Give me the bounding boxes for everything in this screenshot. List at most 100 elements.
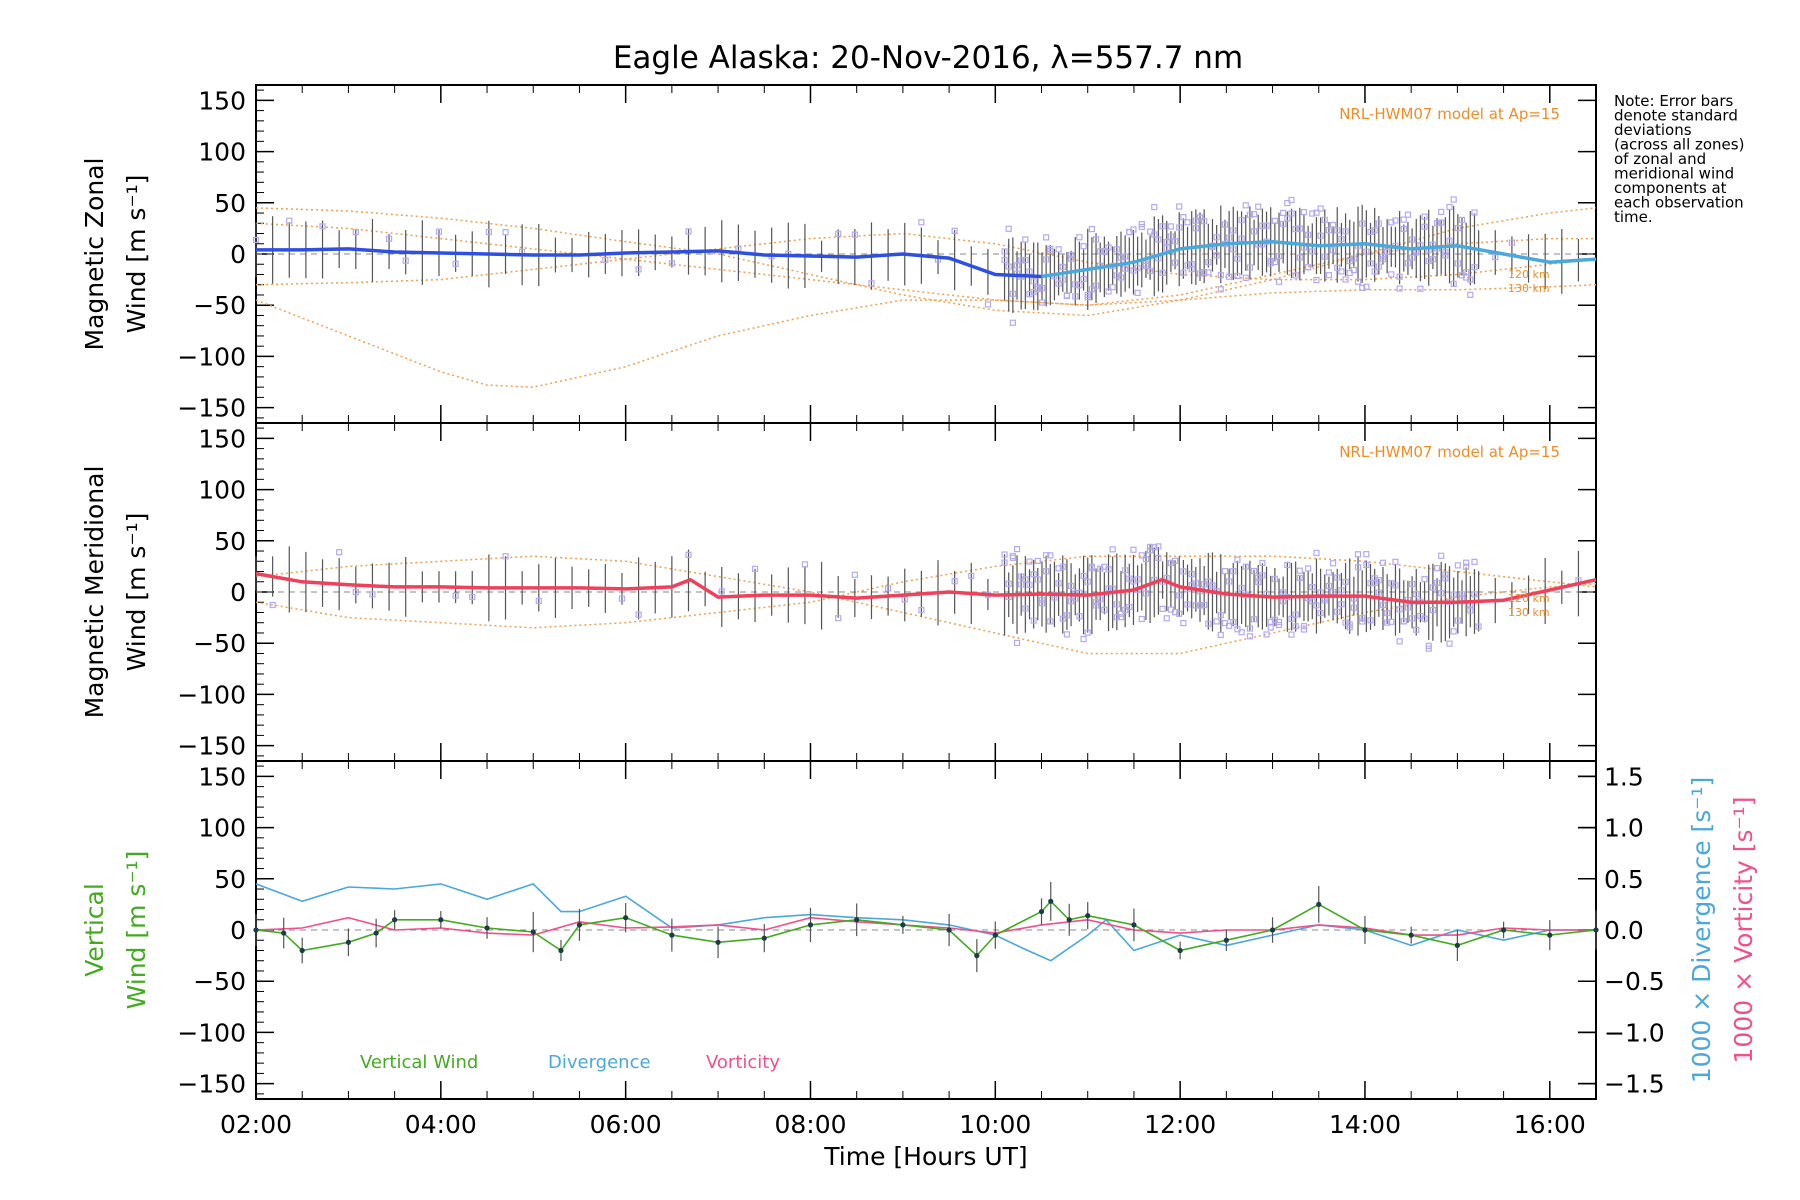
scatter-point	[1009, 319, 1016, 326]
scatter-point	[1022, 576, 1029, 583]
scatter-point	[1022, 236, 1029, 243]
scatter-point	[1221, 221, 1229, 228]
scatter-point	[1384, 609, 1391, 617]
scatter-point	[1267, 624, 1274, 631]
scatter-point	[1425, 642, 1432, 649]
vertical-wind-point	[900, 922, 906, 928]
scatter-point	[1205, 259, 1212, 266]
scatter-point	[1454, 617, 1461, 624]
y-tick-label: 150	[198, 424, 246, 453]
scatter-point	[1142, 555, 1150, 563]
scatter-point	[1404, 604, 1412, 611]
scatter-point	[1309, 598, 1316, 605]
scatter-point	[1171, 238, 1179, 245]
scatter-point	[1217, 272, 1224, 279]
x-tick-label: 10:00	[959, 1110, 1031, 1139]
scatter-point	[1238, 216, 1245, 224]
scatter-point	[1097, 248, 1104, 255]
note-line: denote standard	[1614, 107, 1738, 125]
y-tick-label: 100	[198, 476, 246, 505]
scatter-point	[1467, 291, 1474, 298]
scatter-point	[1142, 262, 1150, 269]
scatter-point	[1180, 214, 1187, 221]
scatter-point	[1001, 248, 1008, 255]
vertical-wind-point	[1269, 927, 1276, 933]
divergence-axis-label: 1000 × Divergence [s⁻¹]	[1687, 777, 1716, 1084]
y-tick-label: 150	[198, 86, 246, 115]
scatter-point	[1117, 614, 1125, 621]
scatter-point	[1080, 572, 1087, 579]
scatter-point	[1180, 568, 1187, 575]
scatter-point	[1350, 604, 1357, 611]
legend-vertical-wind: Vertical Wind	[360, 1052, 478, 1073]
scatter-point	[1080, 243, 1087, 250]
scatter-point	[1092, 236, 1100, 243]
scatter-point	[1296, 225, 1303, 232]
scatter-point	[1458, 216, 1466, 223]
right-y-tick-label: 1.0	[1604, 814, 1644, 843]
panel-meridional-ticks: 150 100 50 0 −50 −100 −150	[177, 423, 1597, 761]
scatter-point	[1433, 565, 1441, 572]
scatter-point	[1292, 623, 1299, 630]
scatter-point	[1213, 618, 1220, 625]
scatter-point	[1084, 291, 1091, 298]
scatter-point	[1334, 608, 1341, 615]
vertical-wind-point	[1454, 942, 1460, 948]
scatter-point	[1296, 254, 1303, 261]
scatter-point	[1043, 234, 1050, 241]
scatter-point	[1334, 574, 1341, 581]
scatter-point	[1088, 286, 1095, 293]
scatter-point	[1151, 544, 1158, 551]
panel-zonal: 150 100 50 0 −50 −100 −150 Magnetic Zonal Wind…	[80, 84, 1597, 424]
scatter-point	[1255, 203, 1262, 210]
scatter-point	[1388, 618, 1395, 625]
scatter-point	[1342, 578, 1349, 585]
scatter-point	[1151, 203, 1158, 211]
scatter-point	[319, 223, 326, 230]
scatter-point	[1446, 640, 1453, 647]
scatter-point	[535, 597, 542, 605]
scatter-point	[1329, 247, 1337, 254]
scatter-point	[1421, 575, 1428, 583]
y-tick-label: −100	[177, 1018, 246, 1047]
vertical-wind-point	[715, 939, 721, 945]
scatter-point	[1429, 256, 1436, 263]
x-tick-label: 02:00	[220, 1110, 292, 1139]
scatter-point	[1467, 276, 1474, 283]
scatter-point	[1375, 577, 1382, 584]
scatter-point	[1267, 260, 1274, 267]
scatter-point	[1400, 225, 1407, 233]
scatter-point	[1492, 254, 1499, 261]
y-tick-label: −150	[177, 732, 246, 761]
scatter-point	[1109, 546, 1116, 553]
scatter-point	[1113, 614, 1120, 621]
x-tick-label: 12:00	[1144, 1110, 1216, 1139]
scatter-point	[1226, 578, 1233, 585]
scatter-point	[1242, 563, 1249, 570]
scatter-point	[1367, 228, 1374, 235]
scatter-point	[1454, 224, 1461, 232]
scatter-point	[1284, 215, 1291, 222]
scatter-point	[1105, 585, 1112, 592]
scatter-point	[1313, 276, 1320, 284]
scatter-point	[1088, 225, 1095, 233]
vertical-wind-point	[299, 947, 305, 954]
scatter-point	[1296, 574, 1303, 582]
scatter-point	[1388, 271, 1395, 278]
meridional-wind-line	[255, 571, 1597, 604]
scatter-point	[1230, 568, 1237, 575]
scatter-point	[1363, 551, 1370, 558]
x-axis-label: Time [Hours UT]	[823, 1142, 1027, 1171]
scatter-point	[1375, 589, 1382, 596]
panel-zonal-ticks: 150 100 50 0 −50 −100 −150	[177, 85, 1597, 423]
scatter-point	[1171, 609, 1179, 616]
scatter-point	[1180, 619, 1187, 627]
scatter-point	[369, 591, 376, 598]
note-line: each observation	[1614, 194, 1744, 212]
scatter-point	[1163, 615, 1170, 622]
scatter-point	[1325, 272, 1333, 279]
scatter-point	[1142, 590, 1150, 597]
scatter-point	[1059, 615, 1066, 622]
scatter-point	[685, 228, 692, 235]
scatter-point	[1026, 558, 1033, 565]
